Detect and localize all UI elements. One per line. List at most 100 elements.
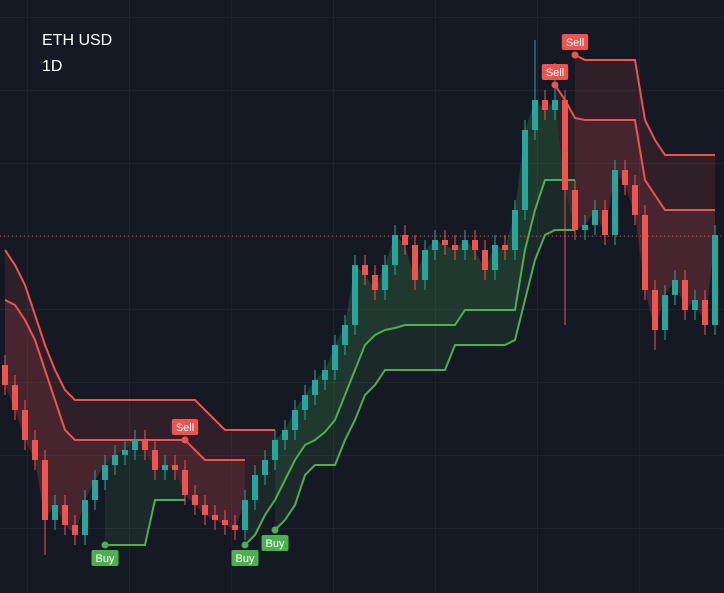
chart-title: ETH USD xyxy=(42,32,112,49)
candle-body xyxy=(492,245,498,270)
signal-badge xyxy=(171,419,199,435)
band-shade xyxy=(245,100,575,545)
candle-body xyxy=(412,245,418,280)
signal-layer: Buy Sell Buy Buy Sell Sell xyxy=(91,34,589,566)
candle-body xyxy=(572,190,578,230)
shade-layer xyxy=(5,55,715,545)
candle-body xyxy=(462,240,468,250)
candle-body xyxy=(142,440,148,450)
signal-label: Buy xyxy=(266,538,285,550)
candle-body xyxy=(622,170,628,185)
candle-body xyxy=(32,440,38,460)
candle-body xyxy=(522,130,528,210)
candle-body xyxy=(362,265,368,275)
candle-body xyxy=(682,280,688,310)
candle-body xyxy=(652,290,658,330)
candle-body xyxy=(222,520,228,525)
signal-label: Buy xyxy=(236,553,255,565)
candle-body xyxy=(502,245,508,250)
candle-body xyxy=(332,345,338,370)
candle-body xyxy=(182,470,188,495)
candle-body xyxy=(72,525,78,535)
band-shade xyxy=(575,55,715,330)
signal-dot xyxy=(571,51,579,59)
candle-body xyxy=(352,265,358,325)
candle-body xyxy=(122,450,128,455)
candle-body xyxy=(582,225,588,230)
candle-body xyxy=(382,265,388,290)
candle-body xyxy=(662,295,668,330)
candle-body xyxy=(452,245,458,250)
signal-label: Sell xyxy=(176,422,194,434)
candle-body xyxy=(132,440,138,450)
candle-body xyxy=(82,500,88,535)
candle-body xyxy=(602,210,608,235)
candle-body xyxy=(52,505,58,520)
candle-body xyxy=(372,275,378,290)
band-shade xyxy=(5,250,275,535)
candle-body xyxy=(532,100,538,130)
signal-badge xyxy=(261,535,289,551)
candle-body xyxy=(562,100,568,190)
candle-body xyxy=(102,465,108,480)
band-line xyxy=(105,179,575,546)
candle-body xyxy=(542,100,548,110)
candle-body xyxy=(92,480,98,500)
candle-body xyxy=(342,325,348,345)
candle-body xyxy=(642,215,648,290)
candle-body xyxy=(692,300,698,310)
candle-body xyxy=(252,475,258,500)
candle-body xyxy=(212,515,218,520)
candle-body xyxy=(242,500,248,530)
signal-dot xyxy=(241,541,249,549)
candle-body xyxy=(282,430,288,440)
candle-body xyxy=(192,495,198,505)
candle-body xyxy=(232,525,238,530)
candle-body xyxy=(172,465,178,470)
signal-dot xyxy=(551,81,559,89)
candle-body xyxy=(112,455,118,465)
candle-body xyxy=(302,395,308,410)
candle-body xyxy=(392,235,398,265)
candle-body xyxy=(22,410,28,440)
signal-badge xyxy=(561,34,589,50)
candle-body xyxy=(632,185,638,215)
candle-body xyxy=(482,250,488,270)
candle-body xyxy=(322,370,328,380)
candle-body xyxy=(712,235,718,325)
candle-body xyxy=(12,385,18,410)
signal-dot xyxy=(181,436,189,444)
signal-label: Buy xyxy=(96,553,115,565)
chart-subtitle: 1D xyxy=(42,58,62,75)
candle-body xyxy=(312,380,318,395)
signal-dot xyxy=(271,526,279,534)
signal-label: Sell xyxy=(546,67,564,79)
band-shade xyxy=(275,100,575,530)
signal-badge xyxy=(541,64,569,80)
candle-body xyxy=(62,505,68,525)
candle-body xyxy=(422,250,428,280)
band-line xyxy=(274,229,575,531)
candle-body xyxy=(432,240,438,250)
candle-body xyxy=(612,170,618,235)
band-line xyxy=(4,54,715,431)
signal-badge xyxy=(91,550,119,566)
candle-body xyxy=(592,210,598,225)
candle-body xyxy=(152,450,158,470)
candle-body xyxy=(552,100,558,110)
signal-badge xyxy=(231,550,259,566)
candle-body xyxy=(512,210,518,250)
candle-body xyxy=(202,505,208,515)
candle-body xyxy=(42,460,48,520)
signal-dot xyxy=(101,541,109,549)
candle-body xyxy=(272,440,278,460)
candle-body xyxy=(262,460,268,475)
candle-body xyxy=(402,235,408,245)
candle-body xyxy=(162,465,168,470)
candle-body xyxy=(472,240,478,250)
candle-layer xyxy=(2,40,718,555)
candle-body xyxy=(292,410,298,430)
candle-body xyxy=(442,240,448,245)
